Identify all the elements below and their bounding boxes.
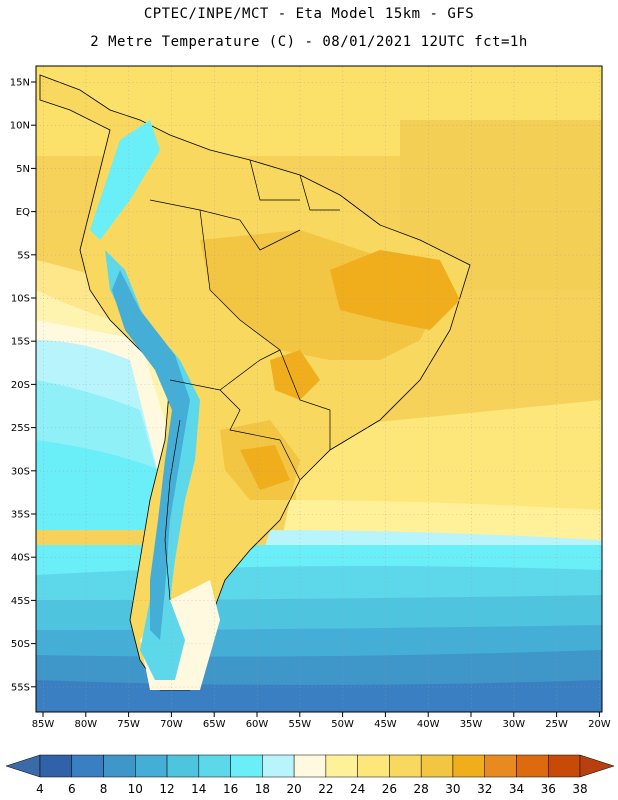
colorbar-swatch <box>262 754 295 778</box>
colorbar-label: 30 <box>445 782 460 796</box>
colorbar-label: 12 <box>159 782 174 796</box>
lon-label: 40W <box>417 719 440 730</box>
title-line-1: CPTEC/INPE/MCT - Eta Model 15km - GFS <box>143 6 475 22</box>
map-field <box>36 66 602 712</box>
colorbar-swatch <box>71 754 104 778</box>
lon-label: 70W <box>160 719 183 730</box>
colorbar-swatch <box>389 754 422 778</box>
colorbar-high-arrow <box>579 754 615 778</box>
colorbar-label: 4 <box>36 782 44 796</box>
lat-label: 20S <box>11 380 30 391</box>
lon-label: 60W <box>246 719 269 730</box>
lat-label: 15N <box>10 78 30 89</box>
colorbar-label: 18 <box>255 782 270 796</box>
colorbar-label: 28 <box>414 782 429 796</box>
colorbar-label: 20 <box>286 782 301 796</box>
colorbar-label: 6 <box>68 782 76 796</box>
lat-label: EQ <box>16 207 30 218</box>
colorbar-label: 8 <box>100 782 108 796</box>
colorbar-low-arrow <box>5 754 41 778</box>
colorbar-label: 26 <box>382 782 397 796</box>
colorbar-swatch <box>452 754 485 778</box>
lat-label: 10S <box>11 294 30 305</box>
colorbar-swatch <box>103 754 136 778</box>
lat-label: 25S <box>11 423 30 434</box>
colorbar-label: 14 <box>191 782 206 796</box>
colorbar-swatch <box>135 754 168 778</box>
lon-label: 25W <box>545 719 568 730</box>
lat-label: 40S <box>11 553 30 564</box>
colorbar-swatch <box>166 754 200 778</box>
colorbar-swatch <box>230 754 263 778</box>
colorbar-swatch <box>325 754 358 778</box>
longitude-labels: 85W 80W 75W 70W 65W 60W 55W 50W 45W 40W 35W 30W 25W 2… <box>32 712 611 730</box>
lat-label: 50S <box>11 639 30 650</box>
colorbar-label: 22 <box>318 782 333 796</box>
lat-label: 5S <box>17 250 30 261</box>
colorbar-label: 32 <box>477 782 492 796</box>
map-frame <box>35 65 603 713</box>
lat-label: 45S <box>11 596 30 607</box>
lon-label: 75W <box>117 719 140 730</box>
colorbar-swatch <box>293 754 327 778</box>
lon-label: 65W <box>203 719 226 730</box>
colorbar-swatch <box>420 754 454 778</box>
lon-label: 85W <box>32 719 55 730</box>
lat-label: 30S <box>11 466 30 477</box>
lat-label: 55S <box>11 682 30 693</box>
lon-label: 55W <box>288 719 311 730</box>
lon-label: 30W <box>502 719 525 730</box>
colorbar-swatch <box>198 754 231 778</box>
colorbar-swatch <box>357 754 390 778</box>
colorbar-swatch <box>484 754 517 778</box>
lon-label: 45W <box>374 719 397 730</box>
colorbar-label: 24 <box>350 782 365 796</box>
colorbar-swatch <box>39 754 73 778</box>
lon-label: 80W <box>74 719 97 730</box>
lon-label: 20W <box>588 719 611 730</box>
lat-label: 15S <box>11 337 30 348</box>
colorbar-label: 34 <box>509 782 524 796</box>
title-line-2: 2 Metre Temperature (C) - 08/01/2021 12U… <box>90 34 528 50</box>
latitude-labels: 15N 10N 5N EQ 5S 10S 15S 20S 25S 30S 35S 40S 45S 50S 5… <box>10 78 36 693</box>
lat-label: 5N <box>16 164 30 175</box>
colorbar-label: 10 <box>128 782 143 796</box>
lat-label: 35S <box>11 510 30 521</box>
colorbar-label: 36 <box>541 782 556 796</box>
lon-label: 35W <box>460 719 483 730</box>
colorbar: 4 6 8 10 12 14 16 18 20 22 24 26 28 30 32 34 36 38 <box>5 754 615 796</box>
colorbar-swatch <box>516 754 549 778</box>
colorbar-label: 38 <box>572 782 587 796</box>
lon-label: 50W <box>331 719 354 730</box>
lat-label: 10N <box>10 121 30 132</box>
colorbar-label: 16 <box>223 782 238 796</box>
colorbar-swatch <box>547 754 581 778</box>
